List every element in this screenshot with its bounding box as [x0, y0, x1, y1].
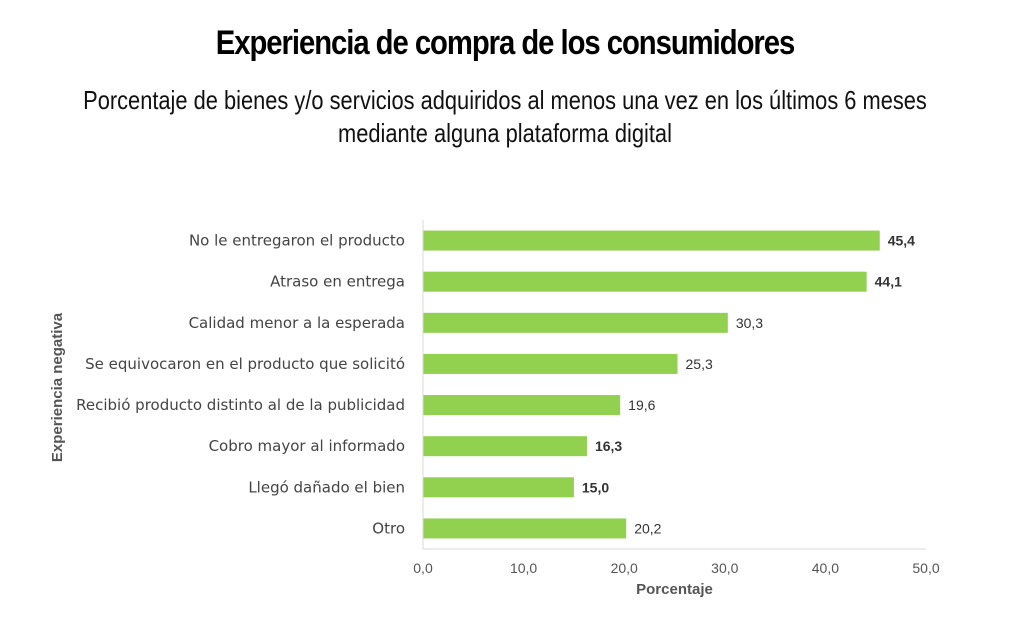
value-label: 44,1	[875, 274, 902, 290]
subtitle-line-2: mediante alguna plataforma digital	[338, 118, 672, 148]
value-label: 19,6	[628, 397, 655, 413]
category-labels: No le entregaron el producto Atraso en en…	[76, 232, 405, 538]
x-tick-label: 30,0	[711, 560, 738, 576]
x-tick-label: 10,0	[510, 560, 537, 576]
x-tick-label: 0,0	[413, 560, 433, 576]
bar	[423, 230, 880, 251]
value-label: 15,0	[582, 479, 609, 495]
subtitle-line-1: Porcentaje de bienes y/o servicios adqui…	[83, 85, 927, 115]
category-label: Llegó dañado el bien	[248, 478, 405, 496]
value-label: 30,3	[736, 315, 763, 331]
chart-subtitle: Porcentaje de bienes y/o servicios adqui…	[81, 84, 929, 150]
category-label: Atraso en entrega	[270, 273, 405, 291]
value-label: 45,4	[888, 233, 915, 249]
category-label: Recibió producto distinto al de la publi…	[76, 396, 405, 414]
bars-group	[423, 230, 880, 539]
category-label: Calidad menor a la esperada	[189, 314, 405, 332]
bar	[423, 477, 574, 498]
value-label: 20,2	[634, 520, 661, 536]
category-label: No le entregaron el producto	[189, 232, 405, 250]
bar	[423, 312, 728, 333]
x-tick-label: 40,0	[812, 560, 839, 576]
value-label: 16,3	[595, 438, 622, 454]
bar	[423, 353, 678, 374]
value-label: 25,3	[686, 356, 713, 372]
x-tick-label: 20,0	[611, 560, 638, 576]
x-axis-title: Porcentaje	[636, 581, 713, 598]
category-label: Cobro mayor al informado	[209, 437, 405, 455]
bar	[423, 436, 587, 457]
y-axis-title: Experiencia negativa	[49, 312, 66, 462]
value-labels: 45,4 44,1 30,3 25,3 19,6 16,3 15,0 20,2	[582, 233, 915, 537]
category-label: Se equivocaron en el producto que solici…	[85, 355, 405, 373]
chart-title: Experiencia de compra de los consumidore…	[215, 24, 795, 62]
bar	[423, 271, 867, 292]
bar	[423, 518, 627, 539]
x-tick-labels: 0,0 10,0 20,0 30,0 40,0 50,0	[413, 560, 940, 576]
category-label: Otro	[372, 519, 405, 537]
x-tick-label: 50,0	[912, 560, 939, 576]
bar	[423, 395, 621, 416]
